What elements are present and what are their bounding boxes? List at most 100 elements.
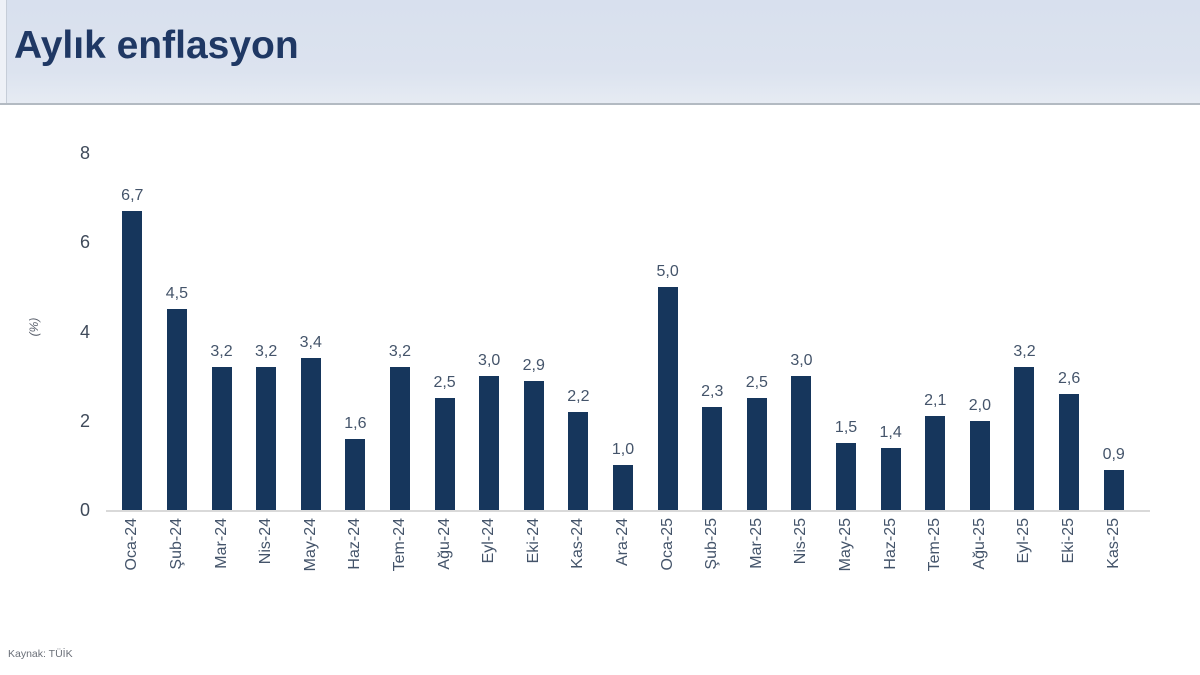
x-tick-label: Oca-25 (658, 518, 676, 571)
bar (256, 367, 277, 510)
bar-column: 2,2 Kas-24 (556, 153, 601, 569)
bar-column: 2,5 Mar-25 (735, 153, 780, 568)
bar-column: 1,6 Haz-24 (333, 153, 378, 570)
x-axis-line (106, 510, 1150, 512)
x-tick-label: Haz-25 (881, 518, 899, 570)
plot-area: 6,7 Oca-24 4,5 Şub-24 3,2 Mar-24 3,2 Nis-24 3,4 M… (110, 153, 1136, 571)
bar-value-label: 1,5 (834, 419, 858, 437)
page-title: Aylık enflasyon (14, 24, 299, 67)
bar-value-label: 3,0 (790, 352, 813, 370)
bar (479, 376, 500, 510)
header: Aylık enflasyon (0, 0, 1200, 105)
y-tick-label: 8 (79, 143, 90, 163)
bar-column: 2,9 Eki-24 (511, 153, 556, 564)
x-tick-label: Oca-24 (123, 518, 141, 571)
bar (389, 367, 410, 510)
bar-value-label: 2,0 (968, 396, 991, 414)
x-tick-label: Nis-25 (792, 518, 810, 565)
bar-value-label: 2,6 (1057, 369, 1081, 387)
bar (836, 443, 857, 510)
y-tick-label: 4 (79, 321, 90, 342)
bar (880, 447, 901, 510)
bar-value-label: 3,2 (255, 343, 278, 361)
bar-value-label: 3,2 (210, 343, 233, 361)
bar-column: 3,2 Eyl-25 (1002, 153, 1047, 563)
x-tick-label: Tem-24 (390, 518, 408, 572)
bar-column: 2,0 Ağu-25 (958, 153, 1003, 570)
bar-column: 2,5 Ağu-24 (422, 153, 467, 569)
y-tick-label: 0 (79, 500, 90, 520)
bar-column: 6,7 Oca-24 (110, 153, 155, 570)
bar (523, 380, 544, 510)
x-tick-label: Ara-24 (614, 518, 631, 567)
y-tick-label: 6 (79, 232, 90, 253)
bar (166, 309, 187, 510)
bar-column: 2,6 Eki-25 (1047, 153, 1092, 563)
bar-value-label: 4,5 (165, 285, 189, 303)
bar-value-label: 1,6 (344, 414, 367, 432)
bar-value-label: 1,0 (611, 441, 635, 459)
bar-value-label: 2,1 (924, 392, 947, 410)
bar (969, 420, 990, 510)
bar-value-label: 2,2 (567, 387, 590, 405)
bar (434, 398, 455, 510)
bar-value-label: 3,4 (299, 334, 322, 352)
bar (1103, 469, 1124, 510)
bar-column: 1,4 Haz-25 (868, 153, 913, 570)
x-tick-label: Haz-24 (346, 518, 364, 570)
bar-column: 2,1 Tem-25 (913, 153, 958, 571)
y-axis: 0 2 4 6 8 (0, 143, 92, 520)
x-tick-label: Nis-24 (257, 518, 275, 565)
bar (345, 438, 366, 510)
bar-value-label: 5,0 (656, 262, 679, 280)
y-tick-label: 2 (79, 410, 90, 431)
bar-column: 2,3 Şub-25 (690, 153, 735, 569)
bar (702, 407, 723, 510)
x-tick-label: May-24 (301, 518, 319, 572)
bar (122, 211, 143, 510)
bar-column: 4,5 Şub-24 (155, 153, 200, 569)
x-tick-label: Mar-25 (747, 518, 765, 569)
source-note: Kaynak: TÜİK (8, 648, 73, 660)
x-tick-label: Şub-25 (703, 518, 721, 570)
bar-value-label: 3,0 (478, 352, 501, 370)
bar (746, 398, 767, 510)
bar (1014, 367, 1035, 510)
bar-value-label: 2,3 (701, 383, 724, 401)
bar-column: 3,0 Nis-25 (779, 153, 824, 564)
x-tick-label: Kas-24 (569, 518, 587, 569)
bar-column: 3,2 Tem-24 (378, 153, 423, 571)
bar-column: 1,5 May-25 (824, 153, 869, 571)
x-tick-label: Kas-25 (1104, 518, 1122, 569)
x-tick-label: Eki-24 (524, 518, 542, 564)
bar-column: 3,0 Eyl-24 (467, 153, 512, 563)
bar-column: 3,2 Nis-24 (244, 153, 289, 564)
x-tick-label: Ağu-25 (970, 518, 988, 570)
bar-value-label: 1,4 (879, 423, 902, 441)
x-tick-label: Eki-25 (1060, 518, 1078, 564)
bar (613, 465, 633, 510)
bar-column: 0,9 Kas-25 (1091, 153, 1136, 569)
bar-value-label: 2,9 (522, 356, 545, 374)
bar (211, 367, 232, 510)
x-tick-label: Şub-24 (167, 518, 185, 570)
bar-column: 1,0 Ara-24 (601, 153, 646, 566)
bar-column: 3,4 May-24 (288, 153, 333, 571)
bar-column: 3,2 Mar-24 (199, 153, 244, 568)
bar-value-label: 6,7 (121, 187, 144, 205)
x-tick-label: Ağu-24 (435, 518, 453, 570)
x-tick-label: Eyl-24 (480, 518, 498, 564)
bar (925, 416, 946, 510)
x-tick-label: Eyl-25 (1015, 518, 1033, 564)
bar (791, 376, 812, 510)
bar (1059, 393, 1080, 510)
bar-value-label: 3,2 (1013, 343, 1036, 361)
x-tick-label: Tem-25 (926, 518, 944, 572)
bar-value-label: 2,5 (433, 374, 456, 392)
x-tick-label: May-25 (837, 518, 855, 572)
bar-column: 5,0 Oca-25 (645, 153, 690, 571)
x-tick-label: Mar-24 (212, 518, 230, 569)
bar-value-label: 3,2 (388, 343, 412, 361)
bar-value-label: 0,9 (1102, 445, 1125, 463)
